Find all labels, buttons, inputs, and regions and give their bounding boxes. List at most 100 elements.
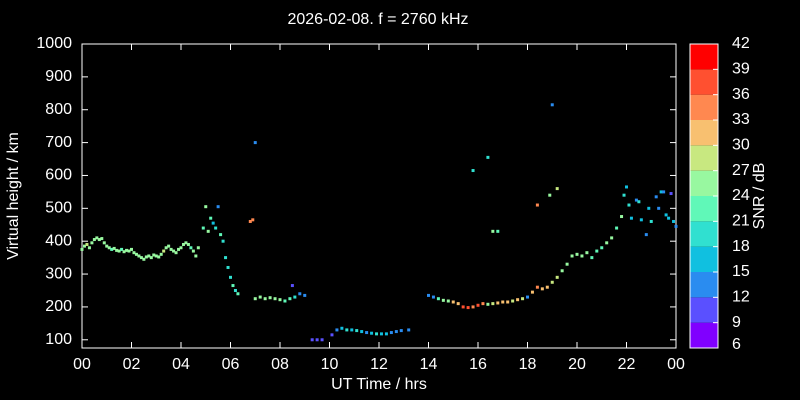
- data-point: [132, 251, 136, 255]
- data-point: [204, 205, 208, 209]
- data-point: [476, 303, 480, 307]
- colorbar-tick-label: 30: [732, 137, 750, 154]
- data-point: [550, 280, 554, 284]
- data-point: [674, 224, 678, 228]
- data-point: [251, 218, 255, 222]
- x-tick-label: 20: [568, 356, 586, 373]
- data-point: [399, 329, 403, 333]
- colorbar-bin: [690, 170, 718, 196]
- data-point: [355, 329, 359, 333]
- data-point: [540, 287, 544, 291]
- colorbar-tick-label: 42: [732, 35, 750, 52]
- data-point: [330, 333, 334, 337]
- data-point: [184, 241, 188, 245]
- data-point: [97, 238, 101, 242]
- data-point: [157, 255, 161, 259]
- data-point: [82, 244, 86, 248]
- data-point: [169, 247, 173, 251]
- data-point: [194, 254, 198, 258]
- data-point: [216, 205, 220, 209]
- y-tick-label: 400: [45, 232, 72, 249]
- data-point: [511, 299, 515, 303]
- data-point: [575, 252, 579, 256]
- data-point: [375, 332, 379, 336]
- data-point: [278, 298, 282, 302]
- data-point: [191, 249, 195, 253]
- data-point: [273, 297, 277, 301]
- x-tick-label: 16: [469, 356, 487, 373]
- data-point: [667, 216, 671, 220]
- data-point: [186, 242, 190, 246]
- data-point: [229, 275, 232, 279]
- x-tick-label: 00: [667, 356, 685, 373]
- data-point: [236, 292, 240, 296]
- y-tick-label: 200: [45, 298, 72, 315]
- data-point: [627, 203, 631, 207]
- data-point: [315, 338, 319, 342]
- data-point: [85, 242, 89, 246]
- data-point: [550, 103, 554, 107]
- data-point: [427, 293, 430, 297]
- data-point: [177, 247, 181, 251]
- x-tick-label: 00: [73, 356, 91, 373]
- plot-frame: [81, 43, 677, 349]
- data-point: [179, 246, 183, 250]
- data-point: [350, 328, 354, 332]
- data-point: [206, 229, 210, 233]
- data-point: [209, 216, 213, 220]
- data-point: [548, 193, 552, 197]
- colorbar-tick-label: 21: [732, 213, 750, 230]
- x-tick-label: 22: [618, 356, 636, 373]
- data-point: [649, 219, 653, 223]
- colorbar-bin: [690, 69, 718, 95]
- data-point: [231, 284, 235, 288]
- data-point: [263, 297, 267, 301]
- data-point: [585, 251, 589, 255]
- data-point: [657, 206, 661, 210]
- data-point: [167, 244, 171, 248]
- chart-title: 2026-02-08. f = 2760 kHz: [287, 11, 468, 28]
- data-point: [105, 244, 109, 248]
- colorbar-bin: [690, 145, 718, 171]
- colorbar-bin: [690, 297, 718, 323]
- data-point: [122, 250, 126, 254]
- data-point: [664, 213, 668, 217]
- data-point: [431, 295, 435, 299]
- data-point: [196, 246, 200, 250]
- colorbar-bin: [690, 44, 718, 70]
- data-point: [471, 305, 475, 309]
- data-point: [526, 295, 529, 299]
- data-point: [605, 241, 609, 245]
- x-axis-label: UT Time / hrs: [331, 376, 427, 393]
- data-point: [565, 262, 569, 266]
- data-point: [545, 285, 549, 289]
- data-point: [174, 251, 178, 255]
- y-tick-label: 800: [45, 101, 72, 118]
- data-point: [219, 233, 223, 237]
- colorbar-bin: [690, 94, 718, 120]
- x-tick-label: 12: [370, 356, 388, 373]
- data-point: [115, 248, 119, 252]
- data-point: [221, 239, 225, 243]
- y-tick-label: 600: [45, 167, 72, 184]
- colorbar-tick-label: 12: [732, 289, 750, 306]
- colorbar-bin: [690, 272, 718, 298]
- data-point: [139, 256, 143, 260]
- data-point: [625, 185, 628, 189]
- data-point: [659, 190, 663, 194]
- data-point: [637, 200, 641, 204]
- data-point: [144, 255, 148, 259]
- data-point: [172, 249, 176, 253]
- data-point: [407, 328, 411, 332]
- colorbar-label: SNR / dB: [751, 163, 768, 230]
- data-point: [134, 252, 138, 256]
- data-point: [320, 338, 324, 342]
- data-point: [87, 246, 91, 250]
- x-tick-label: 14: [420, 356, 438, 373]
- data-point: [570, 254, 574, 258]
- colorbar-bin: [690, 246, 718, 272]
- data-point: [516, 298, 520, 302]
- data-point: [491, 302, 495, 306]
- colorbar-bin: [690, 322, 718, 348]
- data-point: [340, 326, 344, 330]
